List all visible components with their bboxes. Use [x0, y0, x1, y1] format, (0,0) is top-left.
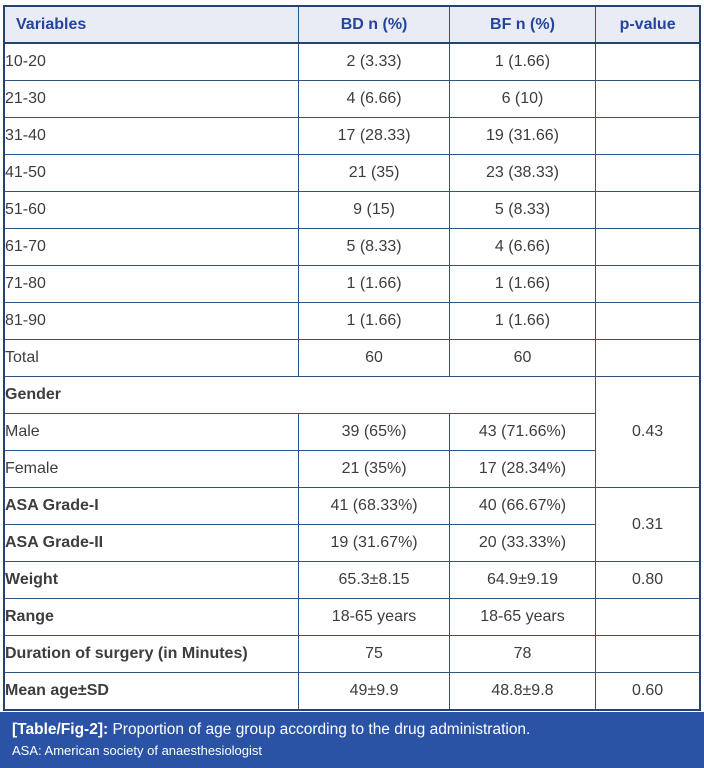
variable-cell: Range	[3, 598, 300, 636]
col-header-variables: Variables	[3, 5, 300, 44]
p-value-cell	[595, 339, 701, 377]
variable-cell: Female	[3, 450, 300, 488]
variable-cell: 71-80	[3, 265, 300, 303]
p-value-cell	[595, 265, 701, 303]
bd-cell: 1 (1.66)	[298, 265, 450, 303]
table-row-age-81-90: 81-90 1 (1.66) 1 (1.66)	[3, 302, 701, 340]
bf-cell: 19 (31.66)	[448, 117, 597, 155]
col-header-bf: BF n (%)	[448, 5, 597, 44]
bf-cell: 18-65 years	[448, 598, 597, 636]
p-value-cell	[595, 80, 701, 118]
table-row-mean-age: Mean age±SD 49±9.9 48.8±9.8 0.60	[3, 672, 701, 711]
bf-cell: 5 (8.33)	[448, 191, 597, 229]
p-value-cell	[595, 42, 701, 81]
col-header-pvalue: p-value	[595, 5, 701, 44]
p-value-cell	[595, 635, 701, 673]
table-row-age-10-20: 10-20 2 (3.33) 1 (1.66)	[3, 42, 701, 81]
caption-tag: [Table/Fig-2]:	[12, 721, 109, 738]
bd-cell: 9 (15)	[298, 191, 450, 229]
variable-cell: 51-60	[3, 191, 300, 229]
bd-cell: 21 (35)	[298, 154, 450, 192]
bf-cell: 78	[448, 635, 597, 673]
variable-cell: 10-20	[3, 42, 300, 81]
col-header-bd: BD n (%)	[298, 5, 450, 44]
variable-cell: Mean age±SD	[3, 672, 300, 711]
variable-cell: Total	[3, 339, 300, 377]
bf-cell: 60	[448, 339, 597, 377]
bf-cell: 20 (33.33%)	[448, 524, 597, 562]
table-row-weight: Weight 65.3±8.15 64.9±9.19 0.80	[3, 561, 701, 599]
p-value-cell-gender: 0.43	[595, 376, 701, 488]
bd-cell: 19 (31.67%)	[298, 524, 450, 562]
caption-note: ASA: American society of anaesthesiologi…	[12, 743, 263, 758]
bd-cell: 2 (3.33)	[298, 42, 450, 81]
variable-cell: 61-70	[3, 228, 300, 266]
p-value-cell	[595, 191, 701, 229]
p-value-cell	[595, 598, 701, 636]
variable-cell: ASA Grade-II	[3, 524, 300, 562]
bd-cell: 75	[298, 635, 450, 673]
caption-text: Proportion of age group according to the…	[112, 721, 531, 738]
bf-cell: 1 (1.66)	[448, 265, 597, 303]
demographics-table: Variables BD n (%) BF n (%) p-value 10-2…	[3, 5, 701, 711]
bd-cell: 60	[298, 339, 450, 377]
table-row-asa-grade-2: ASA Grade-II 19 (31.67%) 20 (33.33%)	[3, 524, 700, 562]
bd-cell: 4 (6.66)	[298, 80, 450, 118]
table-row-gender-header: Gender 0.43	[3, 376, 701, 488]
bf-cell: 17 (28.34%)	[448, 450, 597, 488]
table-container: Variables BD n (%) BF n (%) p-value 10-2…	[3, 5, 701, 711]
p-value-cell	[595, 117, 701, 155]
variable-cell: ASA Grade-I	[3, 487, 300, 525]
variable-cell: Male	[3, 413, 300, 451]
table-row-age-41-50: 41-50 21 (35) 23 (38.33)	[3, 154, 701, 192]
bf-cell: 6 (10)	[448, 80, 597, 118]
p-value-cell	[595, 154, 701, 192]
table-row-age-21-30: 21-30 4 (6.66) 6 (10)	[3, 80, 701, 118]
p-value-cell	[595, 228, 701, 266]
bd-cell: 17 (28.33)	[298, 117, 450, 155]
table-row-female: Female 21 (35%) 17 (28.34%)	[3, 450, 700, 488]
table-row-total: Total 60 60	[3, 339, 701, 377]
bf-cell: 1 (1.66)	[448, 42, 597, 81]
bd-cell: 18-65 years	[298, 598, 450, 636]
table-row-male: Male 39 (65%) 43 (71.66%)	[3, 413, 700, 451]
variable-cell: 81-90	[3, 302, 300, 340]
table-row-age-51-60: 51-60 9 (15) 5 (8.33)	[3, 191, 701, 229]
bd-cell: 49±9.9	[298, 672, 450, 711]
bd-cell: 39 (65%)	[298, 413, 450, 451]
variable-cell: 41-50	[3, 154, 300, 192]
table-row-asa-grade-1: ASA Grade-I 41 (68.33%) 40 (66.67%) 0.31	[3, 487, 701, 562]
bd-cell: 41 (68.33%)	[298, 487, 450, 525]
bf-cell: 48.8±9.8	[448, 672, 597, 711]
bf-cell: 43 (71.66%)	[448, 413, 597, 451]
variable-cell: Duration of surgery (in Minutes)	[3, 635, 300, 673]
table-caption-bar: [Table/Fig-2]: Proportion of age group a…	[0, 712, 704, 768]
variable-cell: Weight	[3, 561, 300, 599]
p-value-cell-asa: 0.31	[595, 487, 701, 562]
variable-cell: 21-30	[3, 80, 300, 118]
variable-cell: 31-40	[3, 117, 300, 155]
bf-cell: 40 (66.67%)	[448, 487, 597, 525]
bf-cell: 1 (1.66)	[448, 302, 597, 340]
table-row-age-31-40: 31-40 17 (28.33) 19 (31.66)	[3, 117, 701, 155]
bf-cell: 4 (6.66)	[448, 228, 597, 266]
bd-cell: 21 (35%)	[298, 450, 450, 488]
bd-cell: 1 (1.66)	[298, 302, 450, 340]
bd-cell: 65.3±8.15	[298, 561, 450, 599]
bd-cell: 5 (8.33)	[298, 228, 450, 266]
caption-title: [Table/Fig-2]: Proportion of age group a…	[12, 719, 692, 740]
p-value-cell: 0.80	[595, 561, 701, 599]
table-row-duration: Duration of surgery (in Minutes) 75 78	[3, 635, 701, 673]
p-value-cell	[595, 302, 701, 340]
table-row-range: Range 18-65 years 18-65 years	[3, 598, 701, 636]
p-value-cell: 0.60	[595, 672, 701, 711]
section-header-gender: Gender	[3, 376, 597, 414]
table-row-age-61-70: 61-70 5 (8.33) 4 (6.66)	[3, 228, 701, 266]
table-row-age-71-80: 71-80 1 (1.66) 1 (1.66)	[3, 265, 701, 303]
bf-cell: 64.9±9.19	[448, 561, 597, 599]
bf-cell: 23 (38.33)	[448, 154, 597, 192]
header-row: Variables BD n (%) BF n (%) p-value	[3, 5, 701, 44]
